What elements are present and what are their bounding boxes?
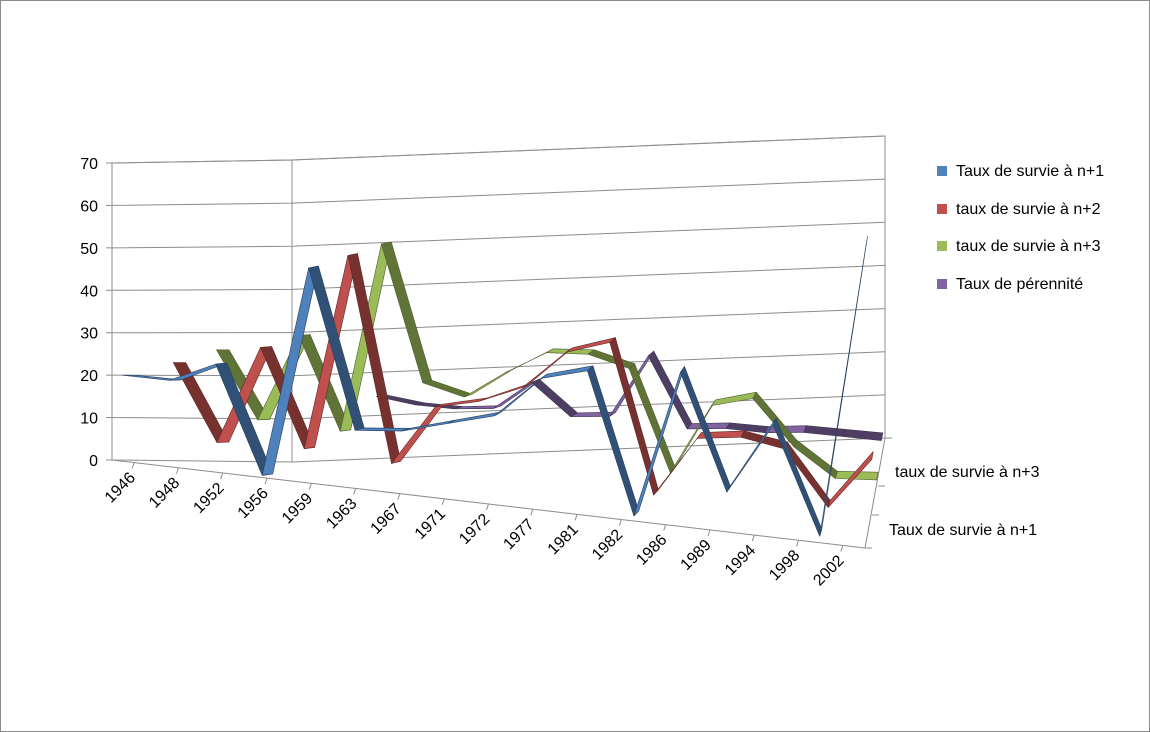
y-tick-label: 40 (80, 283, 98, 300)
x-tick-label: 1963 (323, 495, 360, 532)
x-tick-label: 1948 (146, 475, 183, 512)
depth-axis: taux de survie à n+3 Taux de survie à n+1 (865, 437, 1040, 549)
x-tick-label: 1989 (678, 537, 715, 574)
series-4-segment (842, 428, 884, 441)
x-tick-mark (397, 493, 401, 500)
x-tick-mark (264, 477, 268, 485)
depth-axis-line (864, 437, 886, 549)
legend-item-3: taux de survie à n+3 (937, 238, 1101, 255)
x-tick-label: 2002 (810, 552, 847, 589)
x-tick-mark (175, 467, 179, 474)
x-tick-mark (486, 503, 489, 511)
series-1-segment (819, 235, 868, 537)
series-4-segment (531, 378, 578, 418)
gridline (111, 178, 886, 206)
series-3-segment (587, 349, 635, 369)
x-tick-mark (353, 488, 357, 495)
series-3 (216, 241, 879, 481)
gridline (111, 308, 886, 334)
y-axis-ticks: 0 10 20 30 40 50 60 70 (80, 156, 113, 470)
y-tick-label: 50 (80, 241, 98, 258)
x-tick-mark (574, 514, 578, 521)
series-1 (122, 235, 868, 537)
x-tick-mark (441, 498, 445, 505)
series-1-segment (680, 366, 731, 493)
y-tick-label: 70 (80, 156, 98, 173)
series-2-segment (434, 397, 487, 408)
series-3-segment (711, 391, 757, 406)
series-2 (172, 253, 874, 508)
series-1-segment (354, 427, 411, 432)
series-1-segment (447, 411, 502, 424)
legend-label: taux de survie à n+2 (956, 201, 1101, 218)
y-tick-label: 20 (80, 368, 98, 385)
series-4-segment (803, 425, 845, 437)
legend-label: taux de survie à n+3 (956, 238, 1101, 255)
x-axis-ticks: 1946 1948 1952 1956 1959 1963 1967 1971 1972 1977… (102, 462, 848, 589)
legend: Taux de survie à n+1 taux de survie à n+2… (937, 163, 1104, 293)
series-2-segment (827, 451, 874, 508)
legend-swatch (937, 279, 947, 289)
x-tick-label: 1986 (633, 531, 670, 568)
x-tick-label: 1971 (412, 506, 449, 543)
series-3-segment (422, 379, 473, 398)
x-tick-label: 1956 (235, 485, 272, 522)
series-4-segment (686, 422, 731, 430)
legend-swatch (937, 241, 947, 251)
y-tick-label: 30 (80, 326, 98, 343)
x-tick-mark (751, 534, 755, 542)
x-tick-label: 1981 (545, 521, 582, 558)
legend-item-2: taux de survie à n+2 (937, 201, 1101, 218)
depth-label-n1: Taux de survie à n+1 (889, 522, 1037, 539)
x-tick-mark (530, 509, 534, 516)
y-tick-label: 0 (89, 453, 98, 470)
legend-item-4: Taux de pérennité (937, 276, 1083, 293)
legend-swatch (937, 166, 947, 176)
gridline (111, 135, 886, 164)
legend-item-1: Taux de survie à n+1 (937, 163, 1104, 180)
series-3-segment (381, 241, 433, 384)
depth-label-n3: taux de survie à n+3 (895, 464, 1040, 481)
legend-label: Taux de survie à n+1 (956, 163, 1104, 180)
x-tick-mark (308, 483, 312, 490)
y-tick-label: 10 (80, 411, 98, 428)
gridline (111, 221, 886, 249)
gridlines (111, 135, 886, 420)
x-tick-mark (840, 545, 844, 552)
series-1-segment (587, 365, 640, 517)
x-tick-label: 1998 (766, 547, 803, 584)
x-tick-label: 1982 (589, 526, 626, 563)
series-ribbons (122, 235, 884, 537)
x-tick-label: 1977 (500, 516, 537, 553)
legend-label: Taux de pérennité (956, 276, 1083, 293)
series-2-segment (478, 383, 530, 402)
gridline (111, 264, 886, 291)
x-tick-mark (796, 540, 800, 547)
legend-swatch (937, 204, 947, 214)
x-tick-mark (618, 519, 622, 526)
chart-walls (111, 135, 886, 549)
x-tick-mark (707, 529, 711, 537)
x-tick-label: 1972 (456, 511, 493, 548)
series-2-segment (391, 403, 444, 464)
series-2-segment (522, 347, 573, 388)
x-tick-mark (663, 524, 667, 531)
x-tick-label: 1959 (279, 490, 316, 527)
y-tick-label: 60 (80, 198, 98, 215)
x-tick-label: 1967 (368, 500, 405, 537)
series-1-segment (772, 417, 823, 537)
x-tick-label: 1952 (190, 480, 227, 517)
x-tick-mark (131, 462, 135, 469)
x-tick-label: 1946 (102, 469, 139, 506)
x-tick-mark (220, 472, 224, 480)
x-tick-label: 1994 (722, 542, 759, 579)
